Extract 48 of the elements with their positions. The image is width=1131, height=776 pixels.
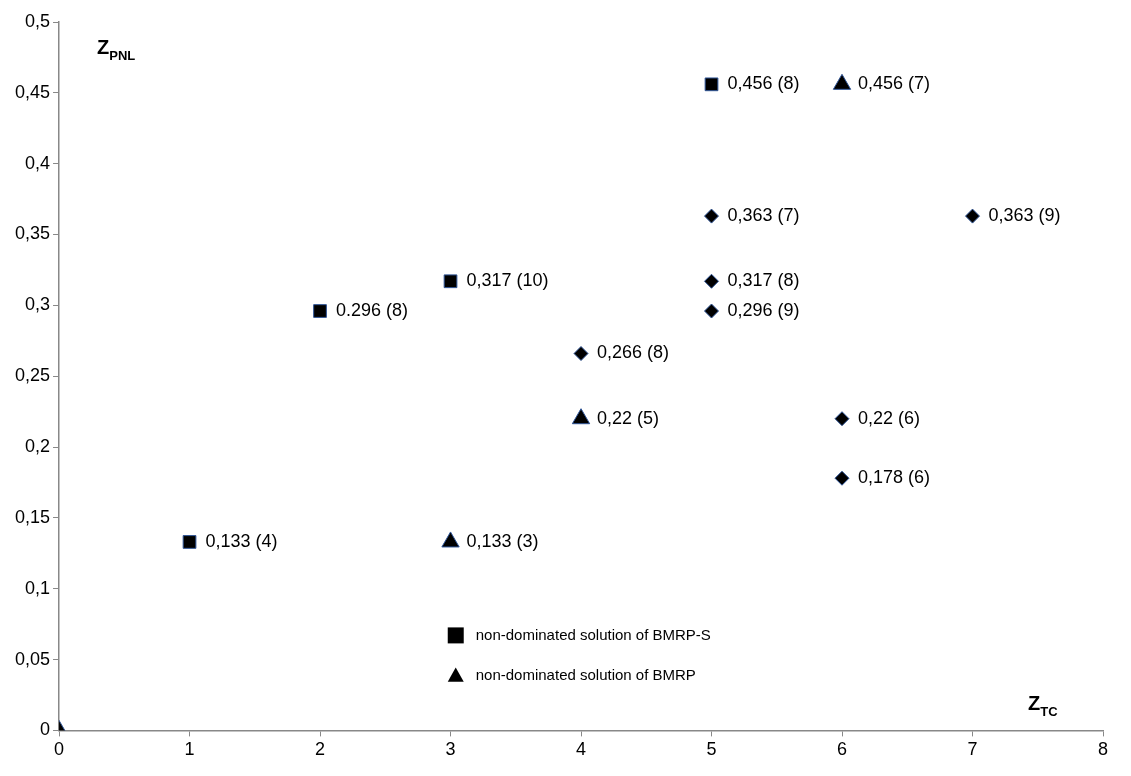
y-tick-label: 0,3 [25, 294, 51, 315]
data-label: 0.296 (8) [336, 300, 409, 320]
data-label: 0,317 (8) [727, 270, 800, 291]
data-label: 0,317 (10) [466, 270, 549, 291]
point [704, 303, 720, 319]
x-tick-label: 3 [445, 739, 456, 760]
x-tick-label: 4 [576, 739, 587, 760]
point [965, 208, 980, 224]
point [834, 470, 850, 486]
data-label: 0,296 (9) [727, 300, 800, 320]
data-label: 0,456 (7) [858, 73, 931, 94]
legend-label: non-dominated solution of BMRP [475, 665, 696, 683]
y-tick-label: 0,4 [25, 152, 51, 173]
point [443, 274, 458, 289]
x-tick-label: 6 [837, 739, 848, 760]
data-label: 0,456 (8) [727, 73, 800, 94]
y-tick-label: 0,05 [14, 648, 51, 669]
data-label: 0,22 (6) [858, 407, 921, 428]
x-tick-label: 7 [967, 739, 978, 760]
data-label: 0,363 (9) [988, 205, 1061, 226]
x-tick-label: 8 [1097, 739, 1109, 760]
point [182, 535, 197, 549]
y-tick-label: 0,45 [14, 81, 51, 102]
point [704, 77, 719, 92]
y-tick-label: 0,15 [14, 506, 51, 527]
y-tick-label: 0,2 [25, 436, 51, 457]
x-tick-label: 2 [315, 739, 326, 760]
point [704, 273, 720, 289]
y-tick-label: 0,5 [25, 10, 51, 31]
y-tick-label: 0,35 [14, 223, 51, 244]
point [704, 208, 720, 224]
y-tick-label: 0 [40, 719, 51, 740]
y-tick-label: 0,25 [14, 365, 51, 386]
data-label: 0,266 (8) [597, 342, 670, 363]
x-tick-label: 0 [54, 739, 65, 760]
legend-label: non-dominated solution of BMRP-S [475, 625, 711, 643]
x-tick-label: 5 [706, 739, 717, 760]
data-label: 0,133 (3) [466, 530, 539, 551]
point [834, 411, 850, 427]
y-tick-label: 0,1 [25, 577, 51, 598]
x-tick-label: 1 [184, 739, 195, 760]
data-label: 0,133 (4) [205, 530, 278, 551]
data-label: 0,22 (5) [597, 407, 660, 428]
point [313, 304, 327, 318]
data-label: 0,178 (6) [858, 467, 931, 488]
data-label: 0,363 (7) [727, 205, 800, 226]
point [571, 408, 591, 425]
point [573, 346, 589, 362]
